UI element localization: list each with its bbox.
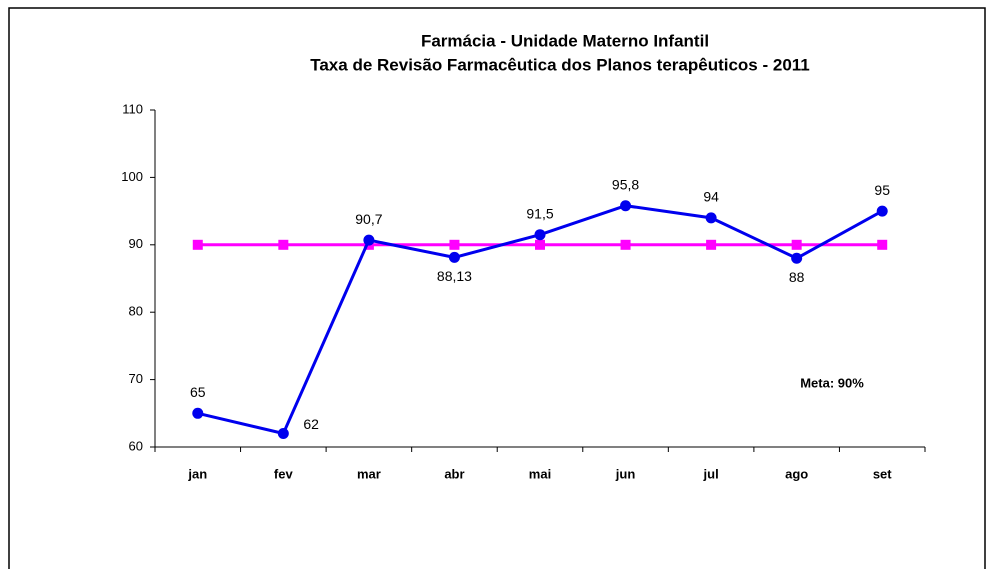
y-tick-label: 100 (121, 169, 143, 184)
x-tick-label: set (873, 466, 892, 481)
chart-title: Farmácia - Unidade Materno Infantil (421, 31, 709, 50)
marker (448, 251, 460, 263)
marker (277, 428, 289, 440)
annotation: Meta: 90% (800, 375, 864, 390)
marker (876, 205, 888, 217)
y-tick-label: 60 (129, 438, 143, 453)
y-tick-label: 110 (122, 101, 143, 116)
marker (535, 239, 545, 250)
marker (620, 239, 631, 250)
y-tick-label: 70 (129, 371, 143, 386)
marker (192, 239, 203, 250)
data-label: 90,7 (355, 211, 382, 227)
x-tick-label: fev (274, 466, 294, 481)
x-tick-label: abr (444, 466, 464, 481)
y-tick-label: 90 (129, 236, 143, 251)
frame (8, 7, 986, 569)
marker (192, 407, 204, 419)
data-label: 88,13 (437, 268, 472, 284)
chart-subtitle: Taxa de Revisão Farmacêutica dos Planos … (310, 55, 810, 74)
x-tick-label: jul (703, 466, 719, 481)
data-label: 95 (874, 182, 890, 198)
data-label: 91,5 (526, 205, 553, 221)
data-label: 62 (303, 416, 319, 432)
data-label: 95,8 (612, 176, 639, 192)
data-label: 65 (190, 384, 206, 400)
marker (791, 252, 803, 264)
x-tick-label: jun (615, 466, 636, 481)
marker (449, 239, 460, 250)
x-tick-label: ago (785, 466, 808, 481)
x-tick-label: mar (357, 466, 381, 481)
marker (620, 200, 632, 212)
y-tick-label: 80 (129, 304, 143, 319)
marker (791, 239, 802, 250)
data-label: 94 (703, 189, 719, 205)
marker (363, 234, 375, 246)
marker (706, 239, 717, 250)
marker (278, 239, 289, 250)
marker (705, 212, 717, 224)
marker (877, 239, 888, 250)
marker (534, 229, 546, 241)
x-tick-label: jan (187, 466, 207, 481)
x-tick-label: mai (529, 466, 551, 481)
data-label: 88 (789, 269, 805, 285)
